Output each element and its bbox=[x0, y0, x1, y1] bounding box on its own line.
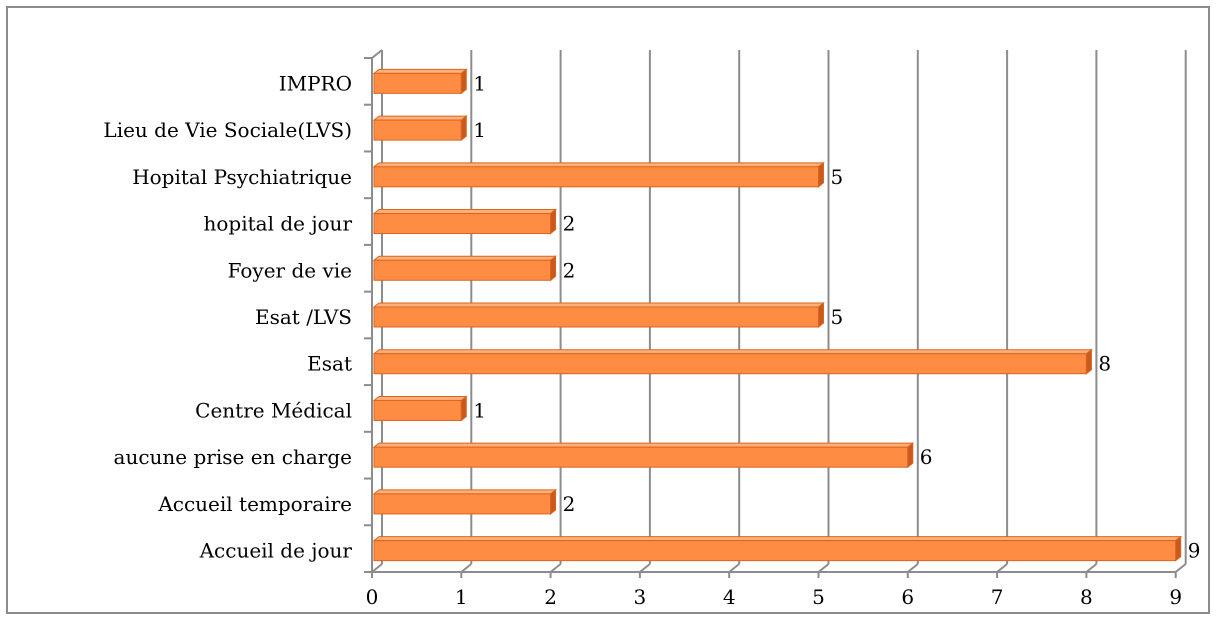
bar-hopital-de-jour bbox=[372, 208, 558, 235]
bar-side-face bbox=[460, 395, 467, 422]
bar-front-face bbox=[373, 446, 909, 468]
floor-gridline bbox=[371, 563, 383, 573]
bar-aucune-prise-en-charge bbox=[372, 442, 915, 469]
bar-side-face bbox=[550, 488, 557, 515]
bar-top-face bbox=[372, 162, 825, 168]
floor-gridline bbox=[817, 563, 830, 573]
x-tick-label: 5 bbox=[812, 585, 825, 609]
bar-esat bbox=[372, 348, 1093, 375]
category-label: Accueil de jour bbox=[199, 539, 353, 563]
bar-side-face bbox=[550, 255, 557, 282]
category-label: Accueil temporaire bbox=[157, 492, 352, 516]
data-label: 6 bbox=[920, 445, 933, 469]
bar-chart: 0 1 2 3 4 5 6 7 8 99 Accueil de jour 2 Accueil tempo… bbox=[103, 49, 1200, 609]
bar-side-face bbox=[818, 301, 824, 329]
bar-impro bbox=[372, 68, 468, 95]
floor-gridline bbox=[460, 563, 472, 573]
x-tick-label: 4 bbox=[723, 585, 736, 609]
labels: 0 1 2 3 4 5 6 7 8 99 Accueil de jour 2 Accueil tempo… bbox=[103, 71, 1200, 609]
floor-gridline bbox=[639, 563, 651, 573]
floor-gridline bbox=[907, 563, 919, 573]
data-label: 8 bbox=[1098, 352, 1111, 376]
bar-lieu-de-vie-sociale-lvs- bbox=[372, 115, 468, 142]
bar-front-face bbox=[373, 213, 552, 235]
bars bbox=[372, 68, 1183, 562]
bar-top-face bbox=[372, 115, 468, 121]
bar-accueil-de-jour bbox=[372, 535, 1183, 562]
bar-top-face bbox=[372, 489, 558, 495]
bar-side-face bbox=[1085, 348, 1092, 375]
bar-top-face bbox=[372, 68, 468, 74]
bar-front-face bbox=[373, 399, 462, 421]
bar-front-face bbox=[373, 259, 552, 281]
bar-top-face bbox=[372, 302, 825, 308]
category-label: Hopital Psychiatrique bbox=[132, 165, 352, 189]
data-label: 9 bbox=[1188, 539, 1201, 563]
category-label: Lieu de Vie Sociale(LVS) bbox=[103, 118, 352, 142]
bar-side-face bbox=[550, 208, 557, 235]
axes bbox=[364, 49, 1177, 578]
x-tick-label: 7 bbox=[991, 585, 1004, 609]
x-tick-label: 8 bbox=[1080, 585, 1093, 609]
x-tick-label: 6 bbox=[901, 585, 914, 609]
category-label: IMPRO bbox=[279, 71, 352, 95]
bar-side-face bbox=[460, 115, 467, 142]
x-tick-label: 2 bbox=[544, 585, 557, 609]
bar-foyer-de-vie bbox=[372, 255, 558, 282]
bar-front-face bbox=[373, 166, 819, 188]
x-tick-label: 0 bbox=[366, 585, 379, 609]
category-label: aucune prise en charge bbox=[114, 445, 352, 469]
bar-side-face bbox=[818, 161, 824, 188]
x-tick-label: 3 bbox=[634, 585, 647, 609]
x-tick-label: 9 bbox=[1169, 585, 1182, 609]
category-label: Esat /LVS bbox=[255, 305, 352, 329]
bar-esat-lvs bbox=[372, 301, 825, 329]
floor-gridline bbox=[549, 563, 562, 573]
bar-top-face bbox=[372, 442, 915, 448]
bar-front-face bbox=[373, 353, 1087, 375]
floor-gridline bbox=[1085, 563, 1098, 573]
category-label: Esat bbox=[307, 352, 352, 376]
bar-front-face bbox=[373, 72, 462, 94]
bar-front-face bbox=[373, 306, 819, 328]
chart-frame: 0 1 2 3 4 5 6 7 8 9 9 Accueil de jour 2 Accueil tempo… bbox=[6, 6, 1210, 614]
data-label: 2 bbox=[563, 258, 576, 282]
bar-top-face bbox=[372, 349, 1093, 355]
data-label: 5 bbox=[831, 165, 844, 189]
bar-front-face bbox=[373, 540, 1177, 562]
bar-side-face bbox=[460, 68, 467, 95]
bar-accueil-temporaire bbox=[372, 488, 558, 515]
bar-top-face bbox=[372, 536, 1183, 542]
bar-hopital-psychiatrique bbox=[372, 161, 825, 188]
data-label: 1 bbox=[473, 118, 486, 142]
floor-gridline bbox=[996, 563, 1008, 573]
bar-front-face bbox=[373, 119, 462, 141]
y-axis-top-edge bbox=[371, 49, 383, 59]
bar-front-face bbox=[373, 493, 552, 515]
bar-centre-m-dical bbox=[372, 395, 468, 422]
bar-side-face bbox=[1175, 535, 1182, 562]
category-label: Foyer de vie bbox=[228, 258, 352, 282]
category-label: Centre Médical bbox=[195, 398, 352, 422]
bar-side-face bbox=[907, 442, 914, 469]
data-label: 1 bbox=[473, 71, 486, 95]
bar-top-face bbox=[372, 255, 558, 261]
data-label: 1 bbox=[473, 398, 486, 422]
bar-top-face bbox=[372, 395, 468, 401]
bar-top-face bbox=[372, 209, 558, 215]
data-label: 2 bbox=[563, 212, 576, 236]
data-label: 5 bbox=[831, 305, 844, 329]
category-label: hopital de jour bbox=[203, 212, 352, 236]
x-tick-label: 1 bbox=[455, 585, 468, 609]
data-label: 2 bbox=[563, 492, 576, 516]
floor-gridline bbox=[728, 563, 740, 573]
floor-gridline bbox=[1175, 563, 1187, 573]
